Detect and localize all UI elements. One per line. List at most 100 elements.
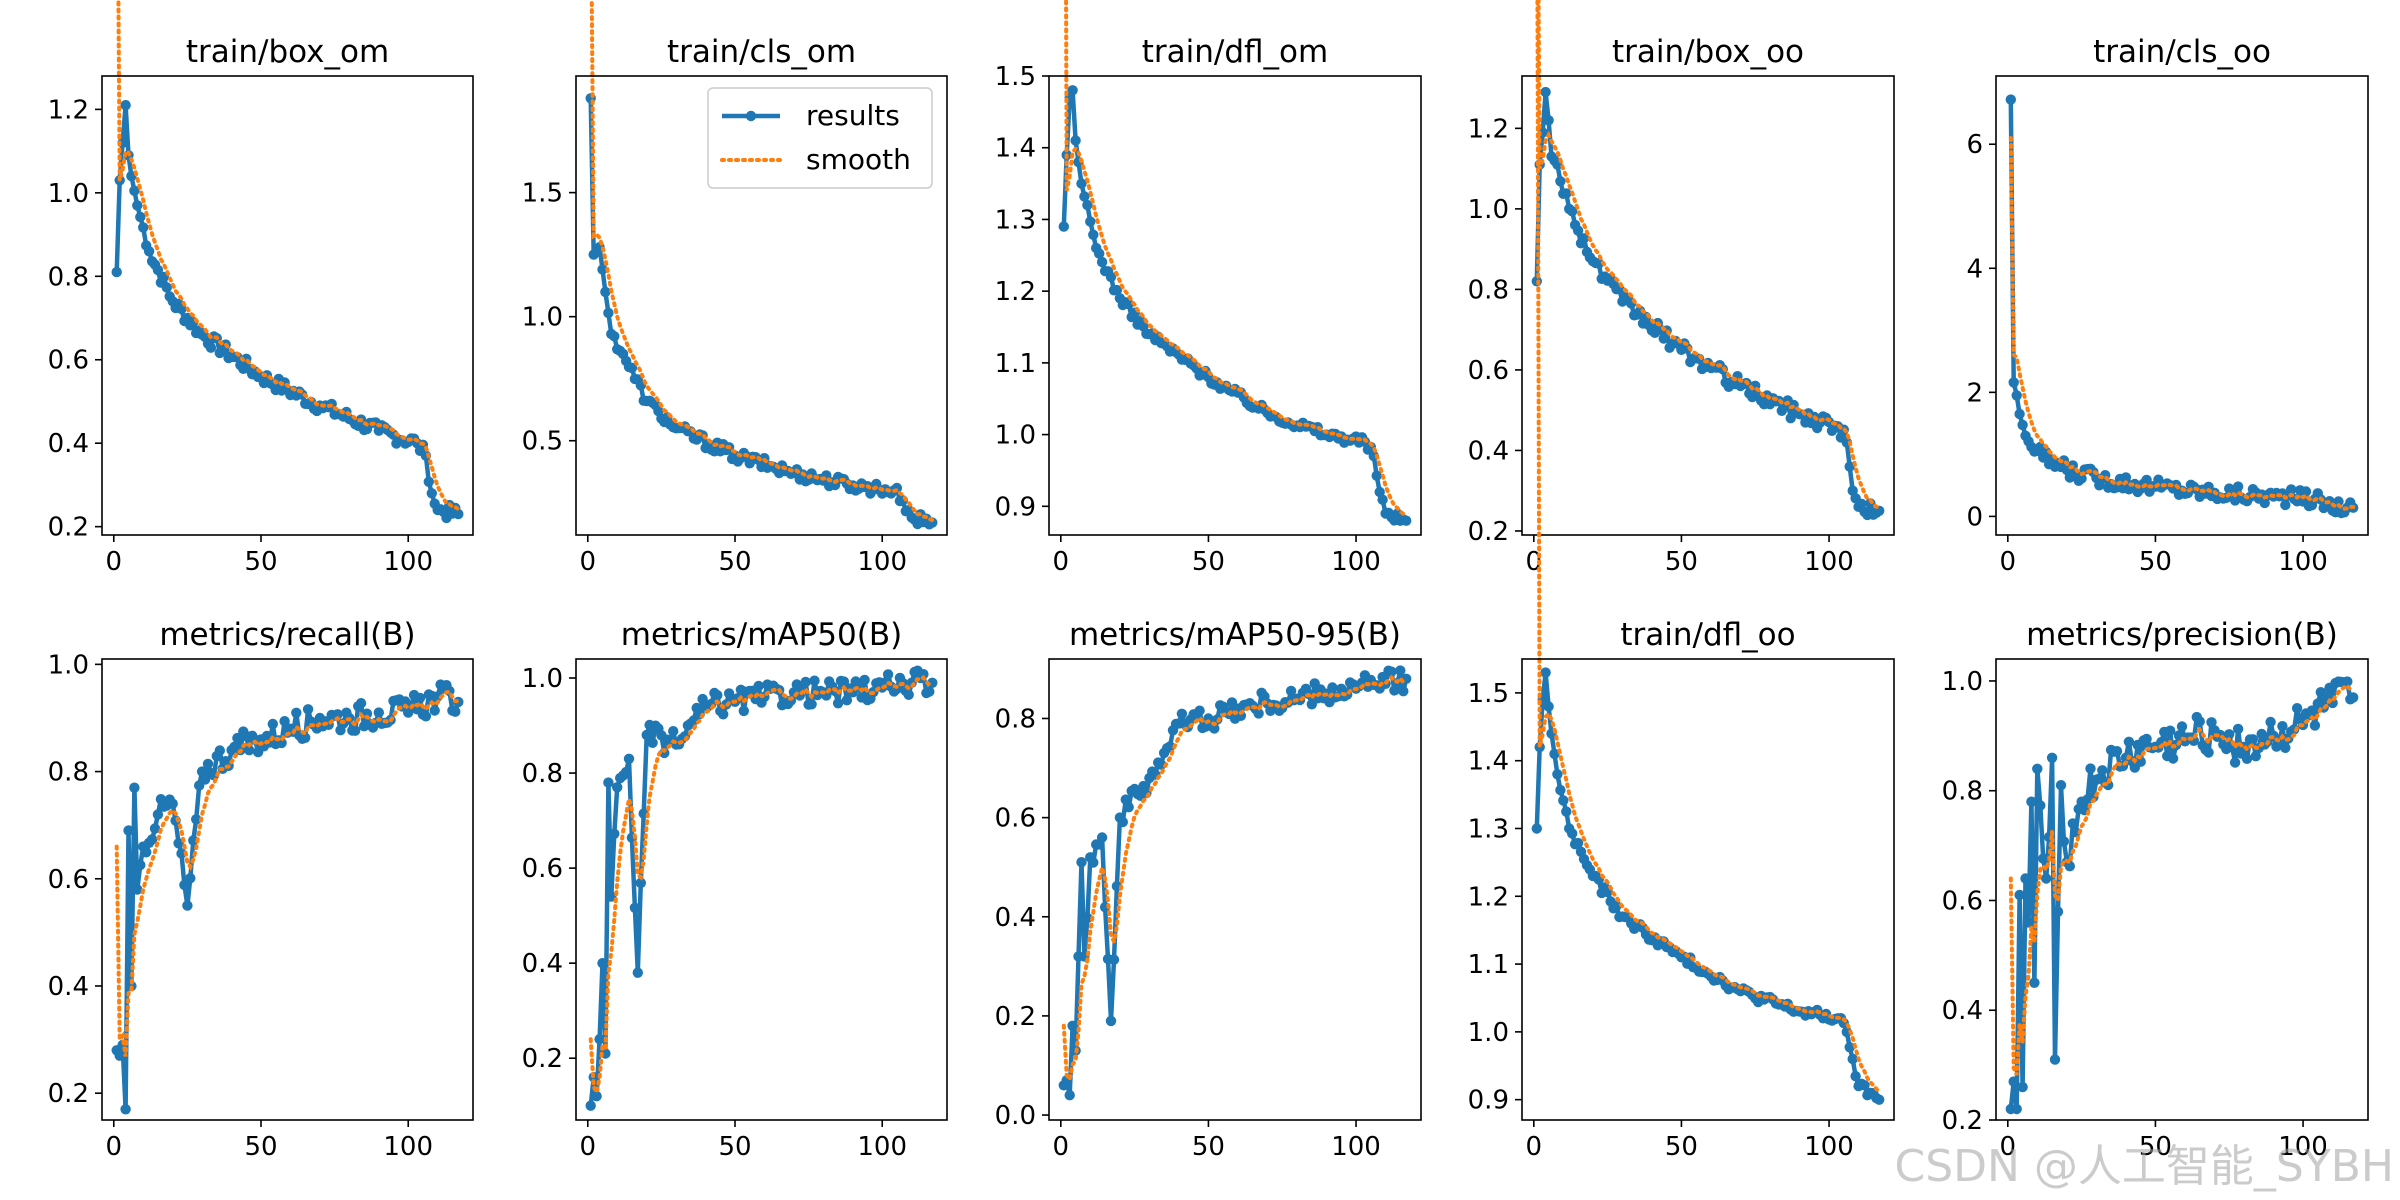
- results-point: [129, 782, 140, 793]
- results-point: [800, 676, 811, 688]
- results-point: [1531, 823, 1543, 834]
- results-point: [1561, 188, 1572, 199]
- subplot-train-box-om: train/box_om 0 50 100 0.2 0.4 0.6 0.8 1.0 1.2: [48, 0, 474, 577]
- x-tick-label: 0: [106, 1132, 123, 1162]
- results-point: [2286, 484, 2297, 495]
- results-point: [918, 669, 929, 680]
- results-point: [1096, 256, 1108, 268]
- results-point: [1117, 816, 1129, 828]
- y-tick-label: 0.2: [48, 513, 89, 543]
- results-point: [629, 902, 641, 913]
- results-point: [355, 698, 367, 709]
- results-point: [2097, 765, 2108, 776]
- results-point: [2076, 473, 2087, 484]
- results-point: [1194, 705, 1205, 716]
- results-point: [179, 879, 190, 891]
- results-point: [609, 331, 620, 342]
- results-markers: [111, 100, 464, 524]
- results-point: [1540, 86, 1551, 98]
- x-tick-label: 0: [580, 547, 597, 577]
- results-point: [2224, 729, 2235, 740]
- x-tick-label: 50: [244, 1132, 277, 1162]
- results-point: [120, 1104, 131, 1115]
- results-point: [2141, 733, 2152, 745]
- subplot-title: train/dfl_om: [1142, 34, 1328, 70]
- results-point: [2014, 408, 2025, 420]
- results-point: [1085, 216, 1096, 227]
- subplot-title: metrics/precision(B): [2026, 617, 2338, 653]
- x-tick-label: 0: [2000, 1132, 2017, 1162]
- results-point: [1111, 284, 1123, 296]
- y-tick-label: 1.0: [995, 421, 1036, 451]
- smooth-line: [1061, 674, 1409, 1085]
- results-point: [1082, 912, 1093, 924]
- results-point: [196, 766, 208, 777]
- results-point: [2070, 827, 2081, 838]
- results-point: [2046, 752, 2058, 763]
- x-tick-label: 50: [244, 547, 277, 577]
- results-point: [841, 695, 853, 706]
- results-point: [597, 264, 608, 275]
- results-point: [2333, 496, 2344, 507]
- results-markers: [1531, 667, 1885, 1105]
- results-point: [2032, 763, 2043, 774]
- results-point: [188, 835, 199, 846]
- results-point: [135, 211, 146, 223]
- results-point: [924, 686, 935, 697]
- results-point: [1401, 515, 1412, 526]
- results-point: [2067, 818, 2078, 829]
- smooth-line: [589, 0, 935, 523]
- y-tick-label: 0.4: [48, 972, 89, 1002]
- results-point: [1578, 233, 1590, 244]
- results-point: [167, 798, 178, 809]
- x-tick-label: 100: [1804, 1132, 1854, 1162]
- y-tick-label: 0.8: [1942, 777, 1983, 807]
- results-point: [838, 676, 850, 687]
- results-point: [1088, 229, 1099, 240]
- results-point: [2342, 676, 2353, 687]
- results-point: [1395, 665, 1406, 676]
- y-tick-label: 1.2: [48, 95, 89, 125]
- results-point: [1561, 806, 1572, 817]
- subplot-title: metrics/mAP50(B): [621, 617, 902, 653]
- y-tick-label: 0.6: [1942, 886, 1983, 916]
- results-point: [291, 707, 302, 718]
- x-tick-label: 0: [580, 1132, 597, 1162]
- y-tick-label: 0.6: [48, 865, 89, 895]
- results-point: [1540, 667, 1551, 678]
- results-point: [1371, 470, 1382, 481]
- results-point: [1123, 802, 1134, 813]
- results-point: [1611, 900, 1622, 912]
- results-point: [2026, 796, 2037, 807]
- smooth-line: [1535, 0, 1882, 1094]
- results-point: [1841, 1026, 1853, 1038]
- results-point: [2277, 721, 2288, 732]
- results-point: [2041, 873, 2052, 884]
- results-point: [2052, 906, 2064, 917]
- results-point: [332, 709, 343, 720]
- y-tick-label: 0.5: [522, 427, 563, 457]
- x-tick-label: 100: [1804, 547, 1854, 577]
- subplot-metrics-map50-95-b: metrics/mAP50-95(B) 0 50 100 0.0 0.2 0.4 0.6 0.8: [995, 617, 1422, 1162]
- results-point: [632, 967, 643, 978]
- subplot-metrics-recall-b: metrics/recall(B) 0 50 100 0.2 0.4 0.6 0.8 1.0: [48, 617, 474, 1162]
- y-tick-label: 0.4: [1942, 996, 1983, 1026]
- y-tick-label: 1.5: [1468, 679, 1509, 709]
- results-point: [267, 718, 278, 730]
- results-point: [2194, 716, 2205, 727]
- results-point: [2203, 747, 2214, 758]
- results-point: [2206, 717, 2217, 728]
- results-point: [2005, 94, 2017, 105]
- x-tick-label: 100: [1331, 1132, 1381, 1162]
- results-point: [609, 828, 620, 839]
- legend: results smooth: [707, 87, 933, 189]
- smooth-line: [2008, 683, 2356, 1076]
- results-point: [641, 729, 652, 741]
- x-tick-label: 50: [2139, 1132, 2172, 1162]
- y-tick-label: 1.0: [1468, 195, 1509, 225]
- results-point: [182, 900, 193, 911]
- results-point: [2250, 751, 2261, 762]
- results-point: [2229, 757, 2241, 768]
